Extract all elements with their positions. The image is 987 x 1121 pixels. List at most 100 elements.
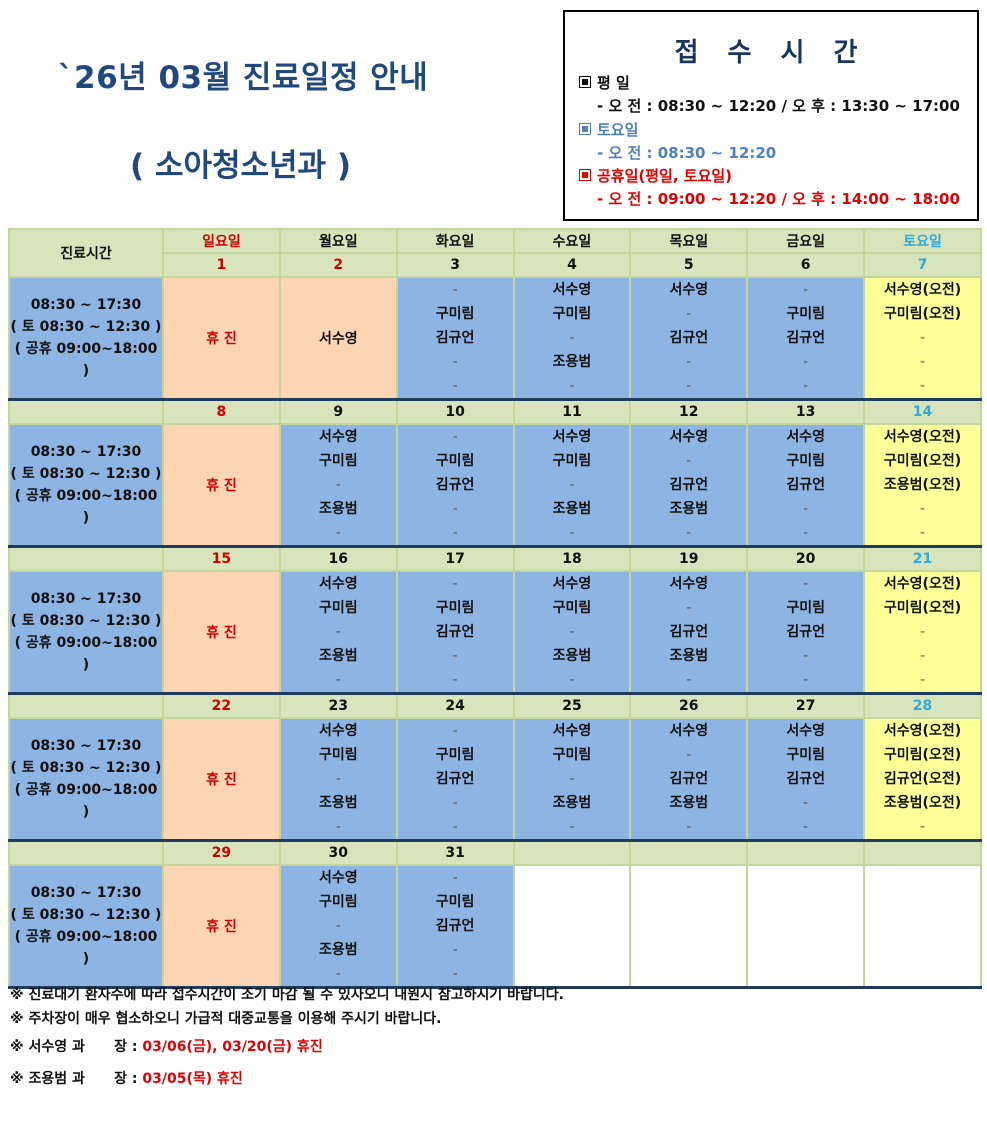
- schedule-row: 08:30 ~ 17:30 ( 토 08:30 ~ 12:30 ) ( 공휴 09:…: [8, 864, 982, 989]
- no-doctor-dash: -: [686, 819, 692, 835]
- sunday-closed-cell: 휴 진: [162, 864, 281, 989]
- doctor-name: 조용범: [552, 501, 592, 517]
- weekday-label-row: 평 일: [579, 72, 630, 93]
- clinic-hours-line: ( 공휴 09:00~18:00 ): [14, 782, 158, 820]
- doctor-name: 김규언: [786, 624, 825, 640]
- doctor-name: 조용범: [552, 354, 592, 370]
- sunday-closed-cell: 휴 진: [162, 276, 281, 401]
- no-doctor-dash: -: [686, 672, 692, 688]
- date-cell: 1: [162, 252, 281, 278]
- weekday-doctor-cell: 서수영 - 김규언 - -: [629, 276, 749, 401]
- no-doctor-dash: -: [803, 648, 809, 664]
- doctor-name: 조용범: [318, 648, 358, 664]
- sunday-closed-cell: 휴 진: [162, 423, 281, 548]
- doctor-name: 김규언: [669, 477, 709, 493]
- doctor-name: 구미림: [552, 306, 592, 322]
- date-cell: 6: [746, 252, 866, 278]
- date-cell: 19: [629, 545, 749, 572]
- doctor-name: 조용범: [318, 795, 358, 811]
- no-doctor-dash: -: [920, 648, 926, 664]
- doctor-name: 구미림: [786, 747, 825, 763]
- no-doctor-dash: -: [569, 819, 575, 835]
- empty-day-cell: [512, 864, 632, 989]
- sunday-closed-cell: 휴 진: [162, 570, 281, 695]
- clinic-hours-line: ( 토 08:30 ~ 12:30 ): [10, 319, 162, 335]
- doctor-name: 구미림: [786, 453, 825, 469]
- no-doctor-dash: -: [452, 672, 458, 688]
- square-bullet-icon: [579, 76, 591, 88]
- schedule-row: 08:30 ~ 17:30 ( 토 08:30 ~ 12:30 ) ( 공휴 09:…: [8, 423, 982, 548]
- no-doctor-dash: -: [803, 378, 809, 394]
- date-cell: 17: [395, 545, 515, 572]
- doctor-name: 서수영: [552, 723, 592, 739]
- date-row-spacer: [8, 692, 164, 719]
- no-doctor-dash: -: [452, 819, 458, 835]
- doctor-name: 조용범: [552, 795, 592, 811]
- date-cell: 28: [863, 692, 982, 719]
- no-doctor-dash: -: [335, 771, 341, 787]
- doctor-name: 구미림(오전): [883, 747, 962, 763]
- no-doctor-dash: -: [452, 282, 458, 298]
- weekday-doctor-cell: 서수영 구미림 김규언 - -: [746, 717, 866, 842]
- doctor-name: 김규언: [435, 918, 475, 934]
- doctor-name: 구미림: [552, 453, 592, 469]
- day-name-row: 진료시간 일요일 월요일 화요일 수요일 목요일 금요일 토요일: [8, 228, 982, 278]
- doctor-name: 김규언: [669, 771, 709, 787]
- doctor-name: 구미림: [318, 453, 358, 469]
- empty-day-cell: [746, 864, 866, 989]
- doctor-name: 구미림: [435, 306, 475, 322]
- no-doctor-dash: -: [803, 819, 809, 835]
- holiday-hours: - 오 전 : 09:00 ~ 12:20 / 오 후 : 14:00 ~ 18…: [597, 190, 960, 208]
- empty-day-cell: [863, 864, 982, 989]
- doctor-name: 구미림: [435, 600, 475, 616]
- clinic-hours-cell: 08:30 ~ 17:30 ( 토 08:30 ~ 12:30 ) ( 공휴 09:…: [8, 423, 164, 548]
- date-cell: 9: [278, 398, 398, 425]
- doctor-name: 서수영: [669, 429, 709, 445]
- no-doctor-dash: -: [803, 282, 809, 298]
- doctor-name: 서수영(오전): [883, 576, 962, 592]
- no-doctor-dash: -: [920, 378, 926, 394]
- weekday-doctor-cell: 서수영 구미림 - 조용범 -: [512, 423, 632, 548]
- weekday-hours: - 오 전 : 08:30 ~ 12:20 / 오 후 : 13:30 ~ 17…: [597, 97, 960, 115]
- weekday-doctor-cell: 서수영 구미림 - 조용범 -: [512, 717, 632, 842]
- date-row-spacer: [8, 839, 164, 866]
- doctor-name: 조용범: [318, 501, 358, 517]
- clinic-hours-cell: 08:30 ~ 17:30 ( 토 08:30 ~ 12:30 ) ( 공휴 09:…: [8, 717, 164, 842]
- clinic-hours-line: 08:30 ~ 17:30: [30, 297, 142, 313]
- date-cell: 14: [863, 398, 982, 425]
- day-name-0: 일요일: [162, 228, 281, 254]
- weekday-doctor-cell: - 구미림 김규언 - -: [395, 276, 515, 401]
- doctor-name: 구미림: [435, 747, 475, 763]
- doctor-name: 김규언: [669, 624, 709, 640]
- date-cell: 2: [278, 252, 398, 278]
- doctor-name: 구미림: [435, 894, 475, 910]
- saturday-hours: - 오 전 : 08:30 ~ 12:20: [597, 144, 777, 162]
- doctor-name: 서수영: [318, 723, 358, 739]
- schedule-calendar: 진료시간 일요일 월요일 화요일 수요일 목요일 금요일 토요일 1 2 3 4 5 6 7 08:30 ~ …: [8, 228, 982, 989]
- date-cell: 21: [863, 545, 982, 572]
- doctor-name: 조용범: [552, 648, 592, 664]
- no-doctor-dash: -: [920, 525, 926, 541]
- clinic-hours-line: 08:30 ~ 17:30: [30, 885, 142, 901]
- clinic-hours-line: ( 공휴 09:00~18:00 ): [14, 488, 158, 526]
- date-cell: 18: [512, 545, 632, 572]
- day-name-4: 목요일: [629, 228, 749, 254]
- no-doctor-dash: -: [803, 576, 809, 592]
- no-doctor-dash: -: [335, 819, 341, 835]
- date-cell: 8: [162, 398, 281, 425]
- no-doctor-dash: -: [452, 648, 458, 664]
- date-cell: 13: [746, 398, 866, 425]
- date-cell: 30: [278, 839, 398, 866]
- doctor-name: 구미림: [318, 747, 358, 763]
- schedule-row: 08:30 ~ 17:30 ( 토 08:30 ~ 12:30 ) ( 공휴 09:…: [8, 276, 982, 401]
- no-doctor-dash: -: [920, 501, 926, 517]
- clinic-hours-line: ( 토 08:30 ~ 12:30 ): [10, 907, 162, 923]
- date-row-spacer: [8, 545, 164, 572]
- no-doctor-dash: -: [452, 942, 458, 958]
- note-doctor-cho: ※ 조용범 과 장 : 03/05(목) 휴진: [10, 1068, 243, 1088]
- clinic-hours-line: ( 공휴 09:00~18:00 ): [14, 635, 158, 673]
- doctor-name: 구미림(오전): [883, 600, 962, 616]
- no-doctor-dash: -: [335, 624, 341, 640]
- no-doctor-dash: -: [569, 771, 575, 787]
- weekday-doctor-cell: - 구미림 김규언 - -: [746, 276, 866, 401]
